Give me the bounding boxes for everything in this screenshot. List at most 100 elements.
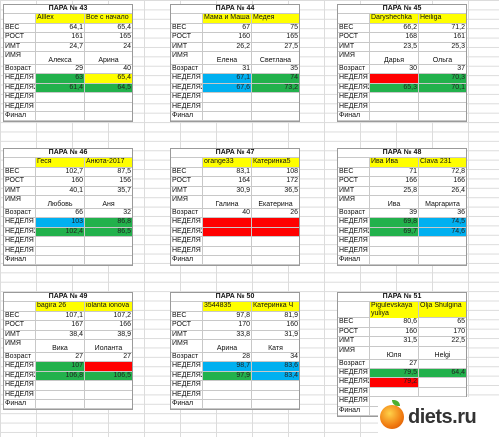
row-label[interactable]: НЕДЕЛЯ 3: [171, 237, 203, 246]
value-cell-1[interactable]: 30,9: [203, 186, 252, 195]
row-label[interactable]: НЕДЕЛЯ 1: [4, 218, 36, 227]
value-cell-2[interactable]: 75: [290, 23, 298, 31]
value-cell-2[interactable]: 65,4: [85, 74, 132, 83]
value-cell-2[interactable]: 81,9: [284, 311, 298, 319]
value-cell-1[interactable]: 106,8: [36, 371, 85, 381]
value-cell-1[interactable]: [203, 93, 252, 102]
row-label[interactable]: НЕДЕЛЯ2: [5, 371, 36, 381]
value-cell-1[interactable]: [203, 237, 252, 246]
value-cell-1[interactable]: 102,7: [36, 167, 85, 177]
row-label[interactable]: НЕДЕЛЯ 4: [4, 390, 36, 399]
participant-2-nick[interactable]: Катеринка Ч: [252, 302, 299, 311]
value-cell-2[interactable]: [252, 218, 299, 227]
value-cell-1[interactable]: [36, 102, 85, 111]
value-cell-1[interactable]: 107: [36, 362, 85, 371]
value-cell-2[interactable]: 83,6: [252, 362, 299, 371]
value-cell-2[interactable]: 36: [457, 208, 465, 216]
value-cell-2[interactable]: 34: [290, 352, 298, 360]
value-cell-1[interactable]: [203, 102, 252, 111]
value-cell-1[interactable]: 166: [370, 177, 419, 186]
value-cell-1[interactable]: Ива: [370, 195, 419, 208]
row-label[interactable]: НЕДЕЛЯ 4: [4, 102, 36, 111]
participant-2-nick[interactable]: Катеринка5: [252, 158, 299, 167]
value-cell-2[interactable]: [252, 247, 299, 255]
value-cell-2[interactable]: 161: [453, 33, 465, 41]
value-cell-1[interactable]: 39: [370, 208, 419, 218]
value-cell-1[interactable]: 38,4: [36, 330, 85, 339]
row-label[interactable]: Возраст: [4, 352, 36, 362]
value-cell-2[interactable]: Катя: [268, 344, 283, 352]
value-cell-1[interactable]: 28: [203, 352, 252, 362]
value-cell-1[interactable]: [370, 237, 419, 246]
value-cell-2[interactable]: 27,5: [284, 42, 298, 50]
value-cell-1[interactable]: 69,7: [370, 227, 419, 237]
row-label[interactable]: ИМТ: [4, 186, 36, 195]
value-cell-1[interactable]: Алекса: [36, 51, 85, 64]
value-cell-2[interactable]: [252, 256, 299, 264]
row-label[interactable]: Финал: [338, 111, 370, 121]
row-label[interactable]: НЕДЕЛЯ2: [339, 227, 370, 237]
value-cell-1[interactable]: 40: [203, 208, 252, 218]
value-cell-1[interactable]: Елена: [203, 51, 252, 64]
row-label[interactable]: НЕДЕЛЯ 4: [4, 246, 36, 255]
value-cell-1[interactable]: 31,5: [370, 337, 419, 346]
value-cell-2[interactable]: [419, 378, 466, 387]
value-cell-1[interactable]: Арина: [203, 339, 252, 352]
row-label[interactable]: РОСТ: [338, 177, 370, 186]
value-cell-2[interactable]: 108: [286, 167, 298, 175]
row-label[interactable]: НЕДЕЛЯ 1: [171, 362, 203, 371]
value-cell-1[interactable]: 69,8: [370, 218, 419, 227]
row-label[interactable]: ВЕС: [4, 311, 36, 321]
value-cell-1[interactable]: [36, 237, 85, 246]
value-cell-1[interactable]: 25,8: [370, 186, 419, 195]
value-cell-2[interactable]: 106,5: [85, 371, 132, 381]
row-label[interactable]: НЕДЕЛЯ 3: [338, 237, 370, 246]
row-label[interactable]: ИМЯ: [338, 195, 370, 208]
value-cell-1[interactable]: 160: [370, 327, 419, 337]
row-label[interactable]: ИМТ: [171, 330, 203, 339]
value-cell-2[interactable]: 165: [286, 33, 298, 41]
value-cell-1[interactable]: 102,4: [36, 227, 85, 237]
participant-1-nick[interactable]: Alllex: [36, 14, 85, 23]
value-cell-2[interactable]: 107,2: [113, 311, 131, 319]
value-cell-2[interactable]: 38,9: [117, 330, 131, 338]
value-cell-2[interactable]: [85, 256, 132, 264]
value-cell-1[interactable]: [370, 255, 419, 265]
row-label[interactable]: НЕДЕЛЯ 3: [171, 381, 203, 390]
value-cell-1[interactable]: 29: [36, 64, 85, 74]
value-cell-2[interactable]: 22,5: [451, 337, 465, 345]
row-label[interactable]: ВЕС: [4, 167, 36, 177]
row-label[interactable]: НЕДЕЛЯ2: [5, 83, 36, 93]
value-cell-1[interactable]: 98,7: [203, 362, 252, 371]
value-cell-2[interactable]: 86,5: [85, 227, 132, 237]
value-cell-2[interactable]: [252, 112, 299, 120]
row-label[interactable]: НЕДЕЛЯ 1: [4, 362, 36, 371]
value-cell-1[interactable]: [36, 93, 85, 102]
row-label[interactable]: РОСТ: [338, 327, 370, 337]
row-label[interactable]: НЕДЕЛЯ 1: [4, 74, 36, 83]
row-label[interactable]: ВЕС: [171, 167, 203, 177]
empty-cell[interactable]: [338, 158, 370, 167]
empty-cell[interactable]: [171, 158, 203, 167]
row-label[interactable]: НЕДЕЛЯ 4: [338, 397, 370, 406]
row-label[interactable]: РОСТ: [171, 321, 203, 330]
value-cell-2[interactable]: 26,4: [451, 186, 465, 194]
value-cell-1[interactable]: [203, 255, 252, 265]
value-cell-1[interactable]: Юля: [370, 346, 419, 359]
participant-1-nick[interactable]: orange33: [203, 158, 252, 167]
value-cell-2[interactable]: Екатерина: [258, 200, 293, 208]
value-cell-2[interactable]: 65,4: [117, 23, 131, 31]
row-label[interactable]: ИМТ: [4, 42, 36, 51]
row-label[interactable]: ВЕС: [338, 23, 370, 33]
row-label[interactable]: ИМЯ: [4, 51, 36, 64]
row-label[interactable]: ИМЯ: [171, 339, 203, 352]
value-cell-2[interactable]: 36,5: [284, 186, 298, 194]
value-cell-1[interactable]: 40,1: [36, 186, 85, 195]
value-cell-1[interactable]: 63: [36, 74, 85, 83]
value-cell-1[interactable]: 79,2: [370, 378, 419, 387]
participant-2-nick[interactable]: Olja Shulgina: [419, 302, 466, 318]
row-label[interactable]: Финал: [4, 255, 36, 265]
value-cell-2[interactable]: 26: [290, 208, 298, 216]
value-cell-2[interactable]: [252, 237, 299, 245]
value-cell-1[interactable]: 80,6: [370, 318, 419, 327]
